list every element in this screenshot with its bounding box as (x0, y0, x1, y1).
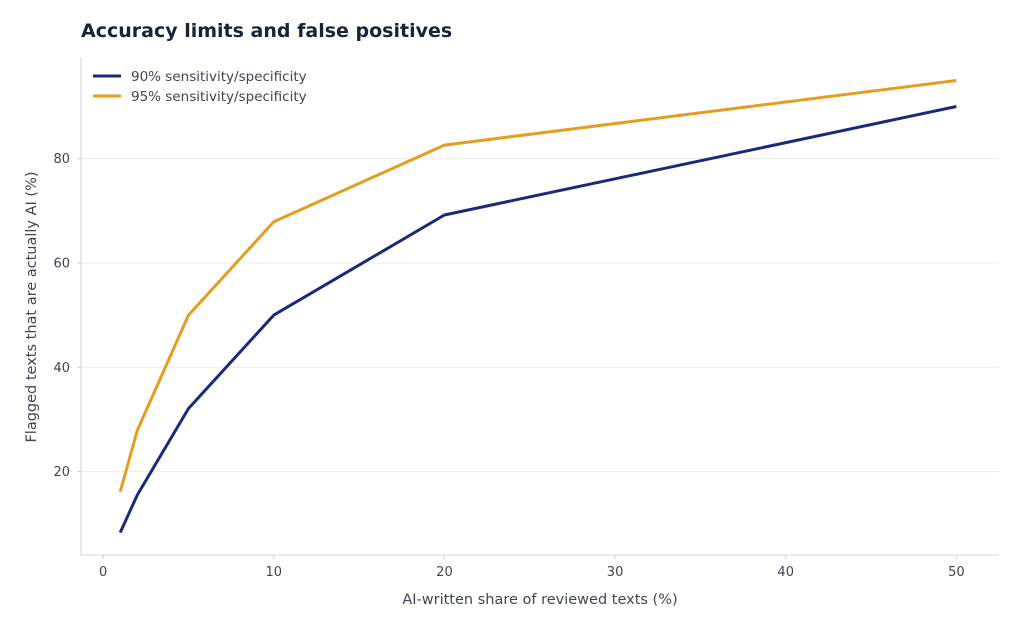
y-tick-label-20: 20 (53, 465, 70, 480)
tick-labels: 20 40 60 80 0 10 20 30 40 50 (53, 152, 964, 580)
y-tick-label-60: 60 (53, 256, 70, 271)
legend: 90% sensitivity/specificity 95% sensitivi… (93, 69, 307, 105)
axes (77, 57, 999, 559)
x-tick-label-40: 40 (777, 565, 794, 580)
x-tick-label-10: 10 (266, 565, 283, 580)
x-tick-label-50: 50 (948, 565, 965, 580)
legend-label-1: 90% sensitivity/specificity (131, 69, 307, 85)
series-line-2 (118, 79, 957, 493)
y-axis-label: Flagged texts that are actually AI (%) (24, 171, 40, 442)
x-axis-label: AI-written share of reviewed texts (%) (402, 592, 677, 608)
x-tick-label-30: 30 (607, 565, 624, 580)
series-line-1 (118, 105, 957, 534)
y-tick-label-40: 40 (53, 361, 70, 376)
x-tick-label-0: 0 (99, 565, 107, 580)
series-lines (118, 79, 957, 534)
y-tick-label-80: 80 (53, 152, 70, 167)
chart-title: Accuracy limits and false positives (81, 20, 453, 42)
x-tick-label-20: 20 (436, 565, 453, 580)
legend-label-2: 95% sensitivity/specificity (131, 89, 307, 105)
gridlines (81, 158, 999, 473)
